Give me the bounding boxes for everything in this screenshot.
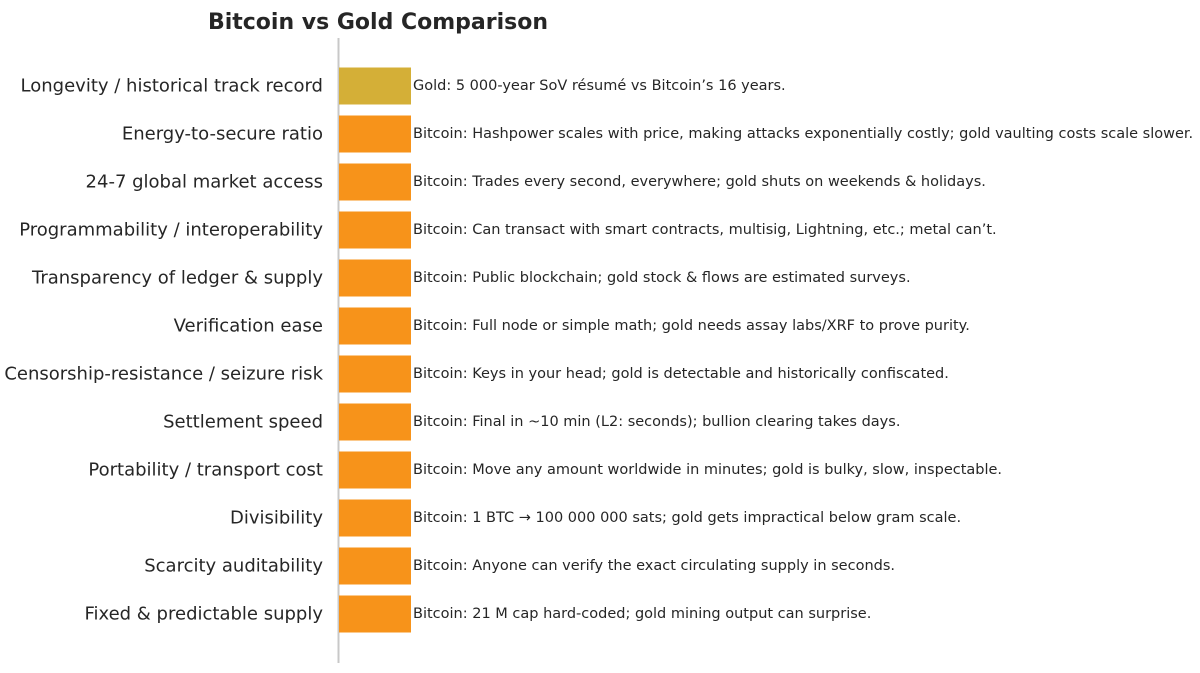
category-label: Verification ease (174, 316, 323, 337)
category-label: Scarcity auditability (144, 556, 323, 577)
category-label: Energy-to-secure ratio (122, 124, 323, 145)
bar-annotation: Bitcoin: Final in ~10 min (L2: seconds);… (413, 414, 900, 430)
category-label: Divisibility (230, 508, 323, 529)
bitcoin-bar (339, 547, 411, 585)
bitcoin-bar (339, 115, 411, 153)
bitcoin-bar (339, 451, 411, 489)
bar-annotation: Bitcoin: Full node or simple math; gold … (413, 318, 970, 334)
category-label: Portability / transport cost (88, 460, 323, 481)
bar-annotation: Bitcoin: Hashpower scales with price, ma… (413, 126, 1193, 142)
category-label: Settlement speed (163, 412, 323, 433)
category-label: Programmability / interoperability (19, 220, 323, 241)
bitcoin-bar (339, 163, 411, 201)
bars-layer: Longevity / historical track record Gold:… (4, 67, 1193, 633)
bitcoin-bar (339, 595, 411, 633)
chart-title: Bitcoin vs Gold Comparison (208, 10, 548, 35)
bar-annotation: Gold: 5 000-year SoV résumé vs Bitcoin’s… (413, 78, 786, 94)
category-label: Fixed & predictable supply (84, 604, 323, 625)
bitcoin-bar (339, 403, 411, 441)
bar-annotation: Bitcoin: 21 M cap hard-coded; gold minin… (413, 606, 871, 622)
bitcoin-bar (339, 211, 411, 249)
gold-bar (339, 67, 411, 105)
category-label: Transparency of ledger & supply (31, 268, 323, 289)
category-label: 24-7 global market access (86, 172, 323, 193)
bar-annotation: Bitcoin: Trades every second, everywhere… (413, 174, 986, 190)
bar-annotation: Bitcoin: Public blockchain; gold stock &… (413, 270, 911, 286)
bar-annotation: Bitcoin: Keys in your head; gold is dete… (413, 366, 949, 382)
bitcoin-bar (339, 307, 411, 345)
bar-annotation: Bitcoin: Move any amount worldwide in mi… (413, 462, 1002, 478)
bar-annotation: Bitcoin: 1 BTC → 100 000 000 sats; gold … (413, 510, 961, 526)
bar-annotation: Bitcoin: Anyone can verify the exact cir… (413, 558, 895, 574)
bitcoin-bar (339, 499, 411, 537)
category-label: Longevity / historical track record (21, 76, 323, 97)
bitcoin-bar (339, 355, 411, 393)
bar-annotation: Bitcoin: Can transact with smart contrac… (413, 222, 997, 238)
category-label: Censorship-resistance / seizure risk (4, 364, 323, 385)
bitcoin-bar (339, 259, 411, 297)
